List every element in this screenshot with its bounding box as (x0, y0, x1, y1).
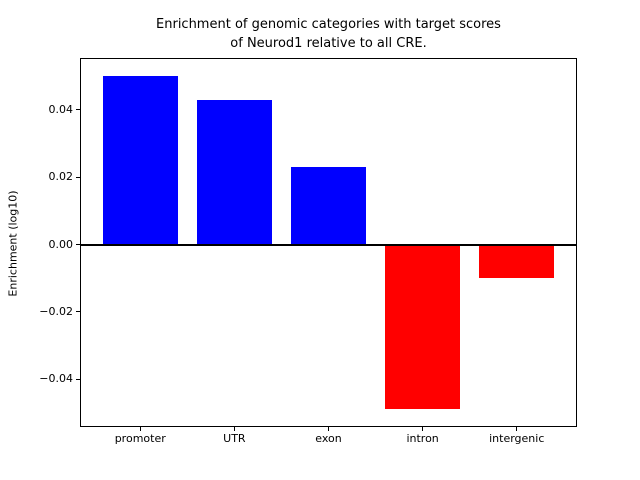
y-tick-mark (76, 244, 80, 246)
y-tick-label: 0.02 (48, 170, 74, 184)
x-tick-label-intergenic: intergenic (489, 432, 545, 445)
y-tick-mark (76, 311, 80, 313)
bar-promoter (102, 76, 178, 245)
x-tick-mark (139, 427, 141, 431)
bar-intergenic (479, 244, 555, 279)
x-tick-mark (233, 427, 235, 431)
y-tick-label: −0.04 (39, 372, 73, 386)
x-tick-mark (328, 427, 329, 431)
zero-line (80, 243, 577, 246)
bar-intron (384, 244, 461, 410)
y-tick-mark (76, 176, 80, 178)
y-tick-label: 0.04 (48, 102, 74, 116)
bar-UTR (196, 99, 273, 245)
y-tick-label: 0.00 (48, 237, 74, 251)
x-tick-mark (516, 427, 518, 431)
x-tick-label-promoter: promoter (114, 432, 166, 445)
x-tick-label-UTR: UTR (223, 432, 246, 445)
x-tick-label-intron: intron (406, 432, 439, 445)
x-tick-label-exon: exon (315, 432, 342, 445)
y-tick-mark (76, 378, 80, 380)
y-tick-label: −0.02 (39, 304, 73, 318)
y-tick-mark (76, 109, 80, 111)
chart-title: Enrichment of genomic categories with ta… (156, 17, 501, 51)
bar-exon (290, 167, 367, 245)
x-tick-mark (422, 427, 424, 431)
